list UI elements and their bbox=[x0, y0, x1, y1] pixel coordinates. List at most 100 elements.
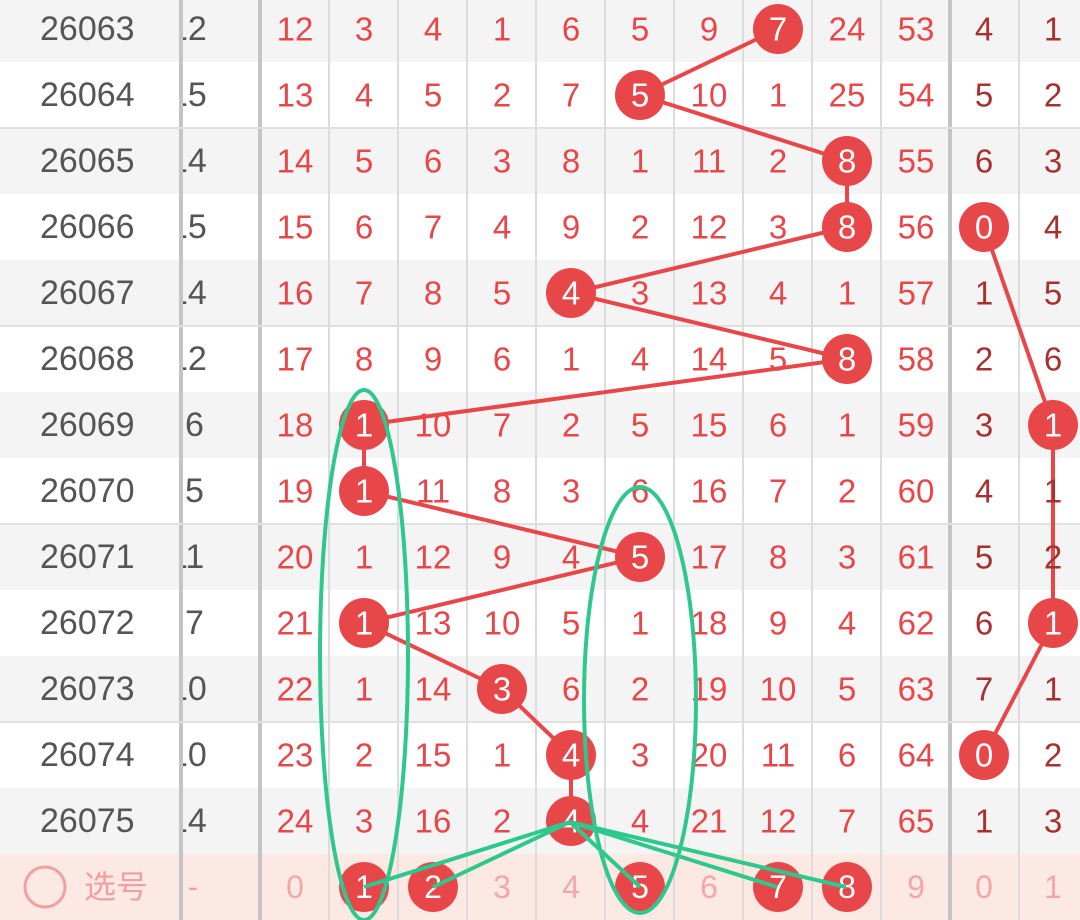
cell: 10 bbox=[484, 605, 521, 642]
cell: 58 bbox=[898, 341, 935, 378]
cell: 62 bbox=[898, 605, 935, 642]
extra-cell: 2 bbox=[1044, 737, 1062, 774]
extra-cell: 4 bbox=[975, 11, 993, 48]
hit-link bbox=[639, 27, 779, 97]
issue: 26066 bbox=[40, 208, 135, 246]
hit-ball bbox=[339, 400, 389, 450]
cell: 7 bbox=[769, 473, 787, 510]
footer-cell: 9 bbox=[907, 869, 925, 905]
cell: 13 bbox=[415, 605, 452, 642]
cell: 12 bbox=[415, 539, 452, 576]
sum: 12 bbox=[169, 10, 207, 48]
sum: 15 bbox=[169, 76, 207, 114]
cell: 4 bbox=[631, 803, 649, 840]
hit-ball bbox=[339, 466, 389, 516]
extra-cell: 0 bbox=[975, 209, 993, 246]
cell: 59 bbox=[898, 407, 935, 444]
cell: 3 bbox=[493, 143, 511, 180]
extra-cell: 7 bbox=[975, 671, 993, 708]
cell: 10 bbox=[691, 77, 728, 114]
footer-label: 选号 bbox=[84, 869, 148, 905]
cell: 8 bbox=[838, 143, 856, 180]
cell: 14 bbox=[415, 671, 452, 708]
cell: 3 bbox=[631, 737, 649, 774]
cell: 4 bbox=[562, 539, 580, 576]
hit-link bbox=[570, 291, 848, 361]
extra-link bbox=[982, 226, 1055, 426]
cell: 8 bbox=[493, 473, 511, 510]
cell: 2 bbox=[769, 143, 787, 180]
cell: 2 bbox=[631, 671, 649, 708]
cell: 53 bbox=[898, 11, 935, 48]
cell: 6 bbox=[562, 11, 580, 48]
hit-ball bbox=[753, 4, 803, 54]
cell: 5 bbox=[493, 275, 511, 312]
cell: 6 bbox=[769, 407, 787, 444]
cell: 4 bbox=[355, 77, 373, 114]
cell: 8 bbox=[838, 341, 856, 378]
extra-cell: 5 bbox=[975, 539, 993, 576]
footer-extra: 0 bbox=[975, 869, 993, 905]
cell: 23 bbox=[277, 737, 314, 774]
cell: 6 bbox=[838, 737, 856, 774]
cell: 17 bbox=[277, 341, 314, 378]
extra-cell: 6 bbox=[1044, 341, 1062, 378]
cell: 1 bbox=[769, 77, 787, 114]
cell: 13 bbox=[691, 275, 728, 312]
extra-cell: 6 bbox=[975, 605, 993, 642]
hit-ball bbox=[615, 70, 665, 120]
annotation-line bbox=[569, 820, 847, 889]
hit-ball bbox=[822, 136, 872, 186]
cell: 11 bbox=[761, 737, 795, 774]
cell: 6 bbox=[631, 473, 649, 510]
sum-clip: 12 bbox=[169, 10, 207, 48]
extra-cell: 3 bbox=[1044, 143, 1062, 180]
cell: 24 bbox=[277, 803, 314, 840]
sum: 11 bbox=[169, 538, 204, 576]
cell: 1 bbox=[355, 407, 373, 444]
issue: 26073 bbox=[40, 670, 135, 708]
sum-clip: 11 bbox=[169, 538, 204, 576]
extra-cell: 2 bbox=[1044, 539, 1062, 576]
cell: 18 bbox=[691, 605, 728, 642]
sum-clip: 14 bbox=[169, 142, 207, 180]
cell: 2 bbox=[631, 209, 649, 246]
sum: 14 bbox=[169, 802, 207, 840]
hit-ball bbox=[1028, 400, 1078, 450]
cell: 8 bbox=[562, 143, 580, 180]
select-icon bbox=[23, 865, 67, 909]
cell: 8 bbox=[769, 539, 787, 576]
cell: 5 bbox=[838, 671, 856, 708]
hit-link bbox=[570, 225, 848, 295]
cell: 14 bbox=[691, 341, 728, 378]
footer-cell: 8 bbox=[838, 869, 856, 905]
cell: 2 bbox=[493, 77, 511, 114]
extra-cell: 5 bbox=[975, 77, 993, 114]
cell: 7 bbox=[562, 77, 580, 114]
cell: 9 bbox=[424, 341, 442, 378]
annotation-ellipse bbox=[318, 388, 410, 920]
cell: 63 bbox=[898, 671, 935, 708]
cell: 2 bbox=[562, 407, 580, 444]
cell: 55 bbox=[898, 143, 935, 180]
cell: 7 bbox=[838, 803, 856, 840]
cell: 18 bbox=[277, 407, 314, 444]
sum-clip: 10 bbox=[183, 736, 207, 774]
extra-cell: 1 bbox=[1044, 473, 1062, 510]
cell: 3 bbox=[562, 473, 580, 510]
cell: 4 bbox=[769, 275, 787, 312]
cell: 16 bbox=[415, 803, 452, 840]
cell: 15 bbox=[415, 737, 452, 774]
sum-clip: 6 bbox=[185, 406, 204, 444]
footer-extra: 1 bbox=[1044, 869, 1062, 905]
cell: 56 bbox=[898, 209, 935, 246]
cell: 9 bbox=[493, 539, 511, 576]
extra-cell: 0 bbox=[975, 737, 993, 774]
extra-cell: 1 bbox=[1044, 671, 1062, 708]
hit-ball bbox=[822, 202, 872, 252]
sum: 14 bbox=[169, 142, 207, 180]
hit-ball bbox=[477, 664, 527, 714]
